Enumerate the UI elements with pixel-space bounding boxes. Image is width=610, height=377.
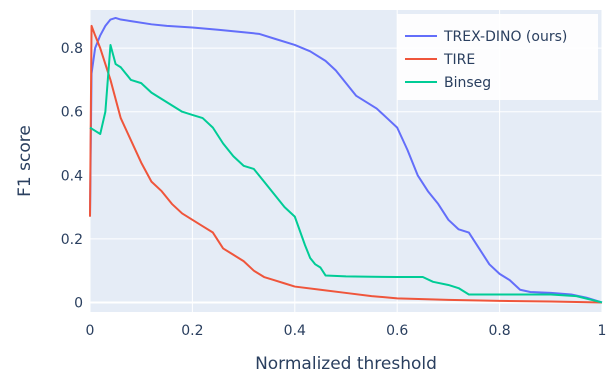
legend: TREX-DINO (ours) TIRE Binseg — [397, 14, 598, 100]
x-tick-label: 0.4 — [284, 323, 306, 339]
series-line — [89, 24, 603, 304]
legend-label: TREX-DINO (ours) — [443, 29, 567, 45]
x-axis-title: Normalized threshold — [255, 354, 437, 374]
x-axis-ticks: 0 0.2 0.4 0.6 0.8 1 — [86, 323, 607, 339]
legend-label: Binseg — [444, 75, 491, 91]
series-line — [89, 43, 603, 304]
y-tick-label: 0 — [74, 295, 83, 311]
y-axis-title: F1 score — [15, 125, 35, 197]
x-tick-label: 0.6 — [386, 323, 408, 339]
x-tick-label: 0 — [86, 323, 95, 339]
y-tick-label: 0.8 — [61, 41, 83, 57]
y-tick-label: 0.4 — [61, 168, 83, 184]
y-tick-label: 0.6 — [61, 105, 83, 121]
x-tick-label: 0.8 — [488, 323, 510, 339]
y-tick-label: 0.2 — [61, 232, 83, 248]
legend-label: TIRE — [443, 52, 475, 68]
x-tick-label: 1 — [598, 323, 607, 339]
series-layer — [89, 16, 603, 304]
legend-box — [397, 14, 598, 100]
series-line — [89, 16, 603, 304]
y-axis-ticks: 0 0.2 0.4 0.6 0.8 — [61, 41, 83, 311]
x-tick-label: 0.2 — [181, 323, 203, 339]
